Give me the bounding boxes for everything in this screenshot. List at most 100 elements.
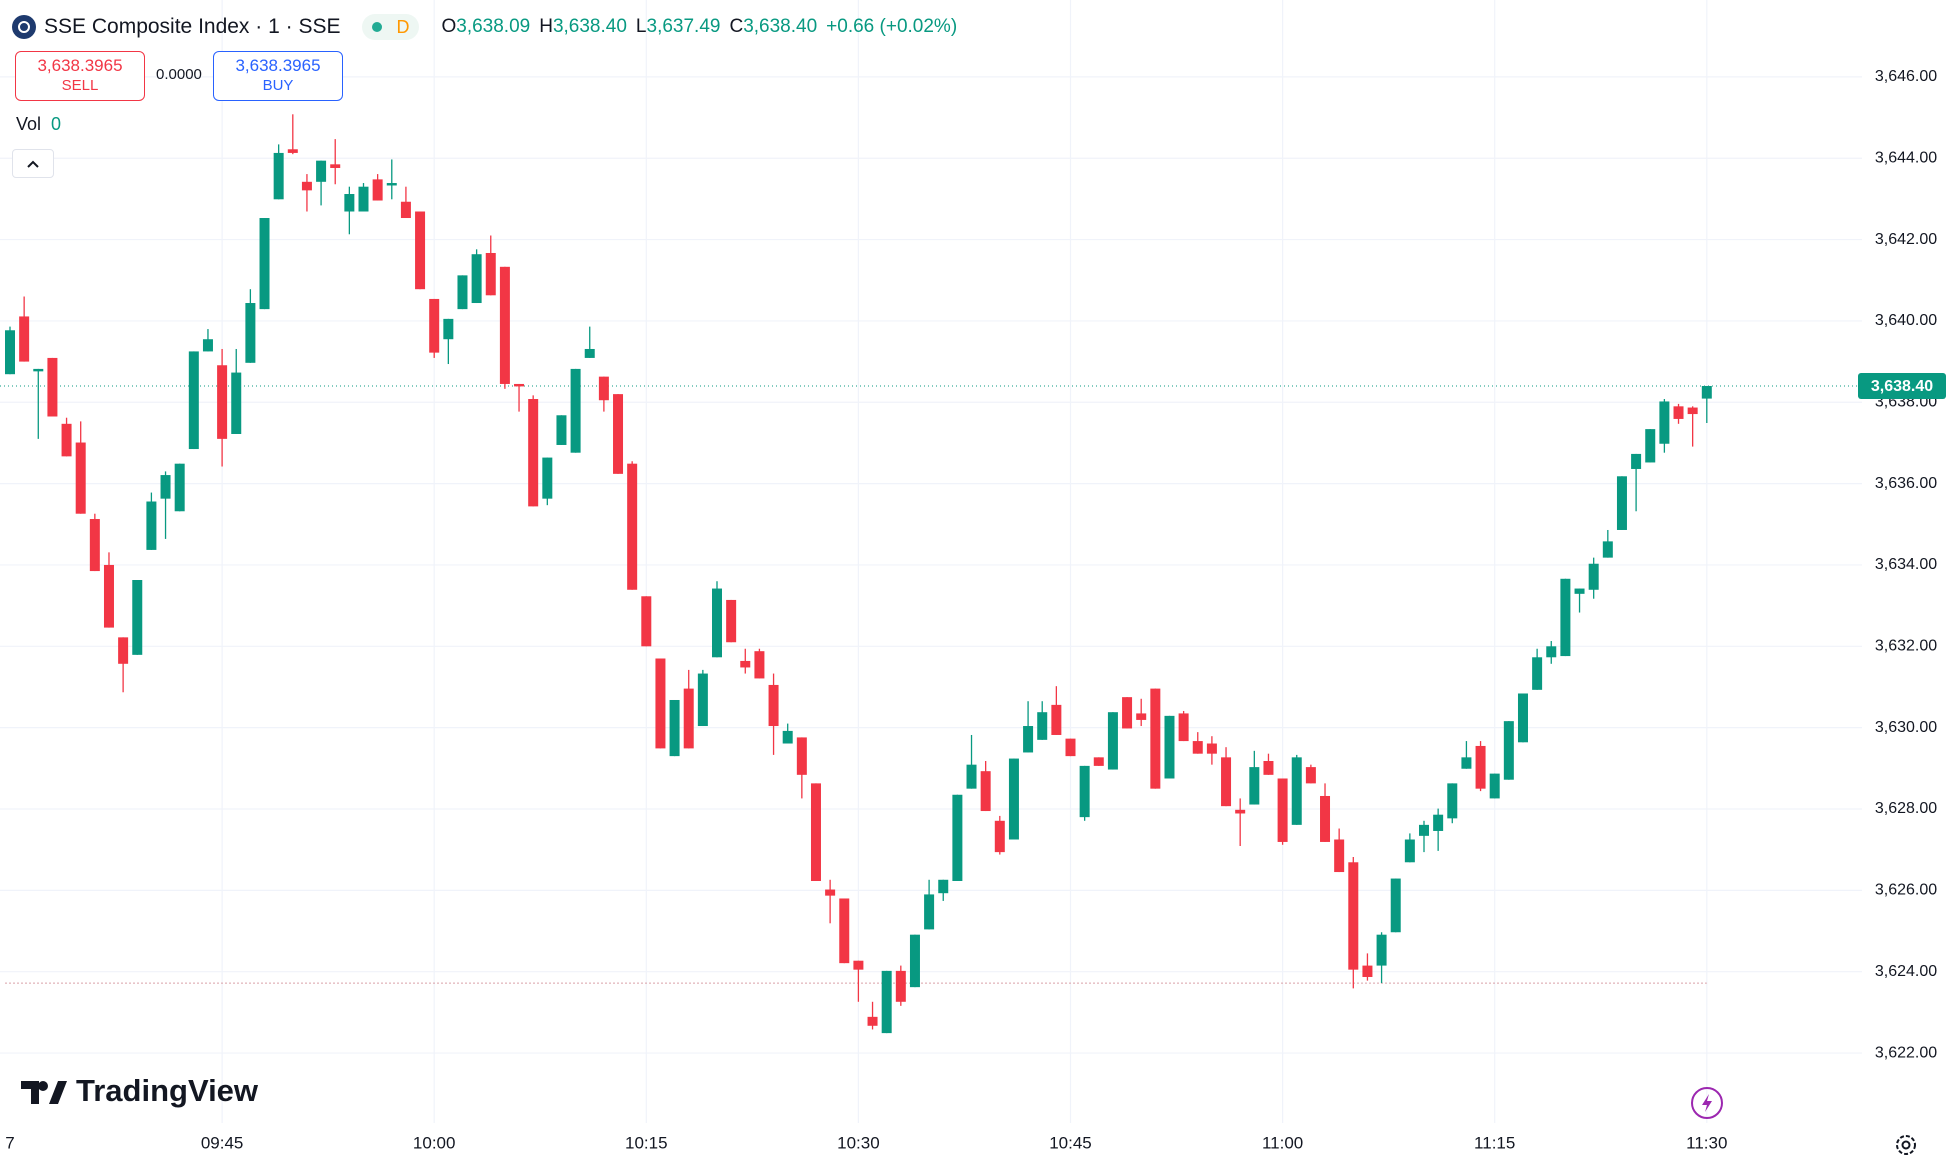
watermark: TradingView	[21, 1073, 259, 1108]
candle-body	[1079, 765, 1090, 818]
x-tick-label: 11:00	[1262, 1133, 1303, 1152]
x-tick-label: 10:15	[625, 1133, 668, 1152]
price-label-box	[1858, 372, 1946, 399]
y-tick-label: 3,630.00	[1875, 719, 1937, 736]
candle-body	[641, 596, 652, 647]
y-tick-label: 3,634.00	[1875, 556, 1937, 573]
y-tick-label: 3,624.00	[1875, 963, 1937, 980]
candle-body	[1235, 809, 1246, 814]
candle-body	[1475, 745, 1486, 789]
candle-body	[1602, 541, 1613, 558]
collapse-button[interactable]	[12, 149, 54, 178]
candle-body	[273, 152, 284, 200]
sell-button[interactable]: 3,638.3965 SELL	[15, 51, 145, 101]
candle-body	[1447, 783, 1458, 819]
candle-body	[1546, 646, 1557, 658]
volume-legend: Vol 0	[16, 114, 61, 135]
y-tick-label: 3,644.00	[1875, 149, 1937, 166]
candle-body	[400, 201, 411, 219]
candle-body	[1037, 712, 1048, 740]
candle-body	[1673, 406, 1684, 419]
y-tick-label: 3,646.00	[1875, 68, 1937, 85]
candle-body	[188, 351, 199, 450]
candle-body	[1659, 401, 1670, 444]
candle-body	[19, 316, 30, 362]
candle-body	[1348, 862, 1359, 970]
y-tick-label: 3,628.00	[1875, 800, 1937, 817]
candle-body	[47, 357, 58, 417]
ohlc-value: 3,638.40	[552, 16, 627, 37]
ohlc-key: O	[441, 16, 457, 37]
candle-body	[386, 183, 397, 186]
x-tick-label: 7	[5, 1133, 14, 1152]
candle-body	[1107, 712, 1118, 770]
candle-body	[825, 889, 836, 896]
candle-body	[782, 730, 793, 744]
y-tick-label: 3,632.00	[1875, 638, 1937, 655]
candle-body	[1645, 429, 1656, 463]
candle-body	[75, 442, 86, 514]
buy-price: 3,638.3965	[235, 56, 321, 75]
alert-circle	[1691, 1087, 1723, 1119]
candle-body	[1093, 757, 1104, 766]
candle-body	[1687, 407, 1698, 415]
sell-label: SELL	[61, 77, 99, 94]
candle-body	[358, 186, 369, 212]
candle-body	[217, 365, 228, 439]
watermark-icon	[21, 1081, 67, 1104]
candle-body	[103, 564, 114, 628]
candle-body	[287, 149, 298, 153]
y-tick-label: 3,642.00	[1875, 231, 1937, 248]
symbol-title[interactable]: SSE Composite Index · 1 · SSE	[44, 15, 341, 38]
candle-body	[1631, 453, 1642, 469]
gear-inner	[1901, 1140, 1911, 1150]
y-tick-label: 3,622.00	[1875, 1044, 1937, 1061]
candle-body	[881, 970, 892, 1034]
y-tick-label: 3,640.00	[1875, 312, 1937, 329]
candle-body	[1404, 839, 1415, 863]
buy-button[interactable]: 3,638.3965 BUY	[213, 51, 343, 101]
candle-body	[952, 794, 963, 881]
x-tick-label: 09:45	[201, 1133, 244, 1152]
candle-body	[839, 898, 850, 964]
candle-body	[245, 303, 256, 363]
candle-body	[344, 194, 355, 212]
settings-icon[interactable]	[1896, 1135, 1916, 1155]
candle-body	[1320, 795, 1331, 842]
alert-icon[interactable]	[1691, 1087, 1723, 1119]
candle-body	[754, 651, 765, 679]
x-tick-label: 10:00	[413, 1133, 456, 1152]
candle-body	[683, 688, 694, 749]
buy-label: BUY	[262, 77, 294, 94]
candle-body	[1489, 773, 1500, 799]
candle-body	[132, 580, 143, 655]
candle-body	[1390, 878, 1401, 933]
ohlc-item: C3,638.40	[729, 16, 817, 38]
candle-body	[1051, 704, 1062, 735]
candle-body	[1206, 743, 1217, 754]
alert-bolt	[1702, 1094, 1712, 1112]
candle-body	[485, 252, 496, 296]
sell-price: 3,638.3965	[37, 56, 123, 75]
candle-body	[471, 254, 482, 304]
symbol-logo	[12, 15, 36, 39]
candle-body	[1616, 476, 1627, 530]
candle-body	[1277, 778, 1288, 842]
ohlc-legend: O3,638.09 H3,638.40 L3,637.49 C3,638.40 …	[441, 16, 957, 38]
candle-body	[697, 673, 708, 727]
candle-body	[556, 415, 567, 445]
watermark-text: TradingView	[76, 1073, 259, 1108]
market-status[interactable]: D	[362, 14, 420, 40]
candle-body	[613, 394, 624, 474]
candle-body	[1419, 824, 1429, 836]
candle-body	[443, 318, 454, 340]
spread: 0.0000	[156, 66, 202, 83]
candle-body	[1574, 588, 1585, 594]
candle-body	[909, 934, 920, 988]
candle-body	[174, 463, 185, 512]
candle-body	[372, 179, 383, 201]
candle-body	[1249, 767, 1260, 805]
candle-body	[1334, 839, 1345, 873]
candle-body	[1023, 726, 1034, 753]
candle-body	[5, 330, 15, 375]
